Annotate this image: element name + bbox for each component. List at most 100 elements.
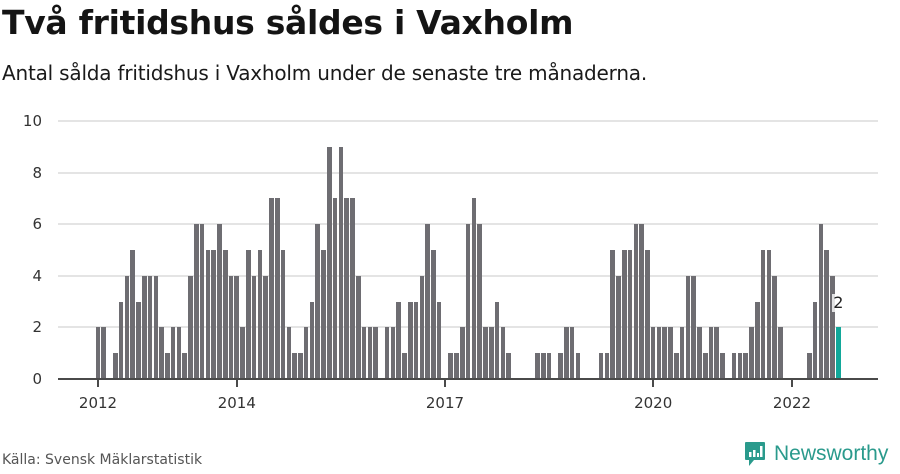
bar[interactable]: [702, 353, 708, 379]
bar[interactable]: [749, 327, 754, 379]
bar[interactable]: [194, 224, 199, 379]
bar[interactable]: [720, 353, 725, 379]
bar[interactable]: [477, 224, 482, 379]
bar[interactable]: [234, 275, 240, 379]
bar[interactable]: [413, 301, 419, 379]
bar[interactable]: [483, 327, 488, 379]
bar[interactable]: [714, 327, 720, 379]
bar[interactable]: [303, 327, 309, 379]
bar[interactable]: [136, 301, 141, 379]
bar[interactable]: [818, 224, 824, 379]
bar[interactable]: [165, 353, 170, 379]
bar[interactable]: [772, 275, 777, 379]
bar[interactable]: [627, 250, 633, 379]
bar[interactable]: [500, 327, 506, 379]
bar[interactable]: [361, 327, 367, 379]
bar[interactable]: [604, 353, 610, 379]
bar[interactable]: [211, 250, 216, 379]
bar[interactable]: [639, 224, 644, 379]
bar[interactable]: [124, 275, 130, 379]
bar[interactable]: [674, 353, 679, 379]
bar[interactable]: [448, 353, 454, 379]
bar[interactable]: [454, 353, 459, 379]
bar[interactable]: [228, 275, 234, 379]
bar[interactable]: [494, 301, 500, 379]
bar[interactable]: [147, 275, 153, 379]
bar[interactable]: [760, 250, 766, 379]
bar[interactable]: [564, 327, 569, 379]
bar[interactable]: [506, 353, 511, 379]
bar[interactable]: [824, 250, 829, 379]
bar[interactable]: [830, 275, 835, 379]
bar[interactable]: [407, 301, 413, 379]
bar[interactable]: [633, 224, 639, 379]
bar[interactable]: [778, 327, 783, 379]
bar[interactable]: [269, 198, 274, 379]
bar[interactable]: [679, 327, 685, 379]
bar[interactable]: [685, 275, 691, 379]
bar[interactable]: [396, 301, 401, 379]
bar[interactable]: [373, 327, 378, 379]
bar[interactable]: [743, 353, 748, 379]
bar[interactable]: [321, 250, 326, 379]
bar[interactable]: [708, 327, 714, 379]
bar[interactable]: [575, 353, 581, 379]
bar[interactable]: [569, 327, 575, 379]
bar[interactable]: [616, 275, 621, 379]
bar[interactable]: [170, 327, 176, 379]
bar[interactable]: [159, 327, 164, 379]
bar[interactable]: [263, 275, 268, 379]
bar[interactable]: [390, 327, 396, 379]
bar[interactable]: [807, 353, 812, 379]
bar[interactable]: [286, 327, 292, 379]
bar[interactable]: [101, 327, 107, 379]
bar[interactable]: [425, 224, 430, 379]
bar[interactable]: [535, 353, 540, 379]
bar[interactable]: [338, 146, 344, 379]
bar[interactable]: [812, 301, 818, 379]
bar[interactable]: [610, 250, 615, 379]
bar[interactable]: [621, 250, 627, 379]
bar[interactable]: [460, 327, 465, 379]
bar[interactable]: [367, 327, 373, 379]
bar[interactable]: [309, 301, 315, 379]
bar[interactable]: [222, 250, 228, 379]
bar-latest[interactable]: [835, 327, 841, 379]
bar[interactable]: [546, 353, 552, 379]
bar[interactable]: [488, 327, 494, 379]
bar[interactable]: [754, 301, 760, 379]
bar[interactable]: [436, 301, 442, 379]
bar[interactable]: [645, 250, 650, 379]
bar[interactable]: [344, 198, 349, 379]
bar[interactable]: [558, 353, 563, 379]
bar[interactable]: [419, 275, 425, 379]
bar[interactable]: [355, 275, 361, 379]
bar[interactable]: [199, 224, 205, 379]
bar[interactable]: [737, 353, 743, 379]
bar[interactable]: [298, 353, 303, 379]
bar[interactable]: [656, 327, 662, 379]
bar[interactable]: [465, 224, 471, 379]
bar[interactable]: [118, 301, 124, 379]
bar[interactable]: [113, 353, 118, 379]
bar[interactable]: [384, 327, 390, 379]
bar[interactable]: [598, 353, 604, 379]
bar[interactable]: [205, 250, 211, 379]
bar[interactable]: [240, 327, 245, 379]
bar[interactable]: [691, 275, 696, 379]
bar[interactable]: [731, 353, 737, 379]
bar[interactable]: [332, 198, 338, 379]
bar[interactable]: [471, 198, 477, 379]
bar[interactable]: [402, 353, 407, 379]
bar[interactable]: [95, 327, 101, 379]
bar[interactable]: [650, 327, 656, 379]
bar[interactable]: [153, 275, 159, 379]
bar[interactable]: [766, 250, 772, 379]
bar[interactable]: [176, 327, 182, 379]
bar[interactable]: [130, 250, 135, 379]
bar[interactable]: [431, 250, 436, 379]
bar[interactable]: [251, 275, 257, 379]
bar[interactable]: [188, 275, 193, 379]
bar[interactable]: [280, 250, 286, 379]
bar[interactable]: [662, 327, 668, 379]
